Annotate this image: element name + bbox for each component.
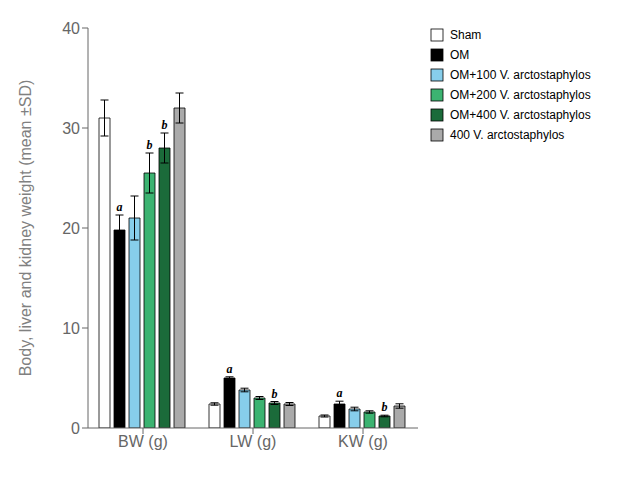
svg-text:b: b: [382, 400, 388, 414]
html-text:Sham: Sham: [450, 28, 482, 42]
svg-text:40: 40: [62, 20, 80, 37]
html-text:OM+400 V. arctostaphylos: OM+400 V. arctostaphylos: [450, 108, 591, 122]
svg-text:Body, liver and kidney weight: Body, liver and kidney weight (mean ±SD): [17, 80, 34, 377]
svg-text:a: a: [117, 200, 123, 214]
svg-text:b: b: [162, 118, 168, 132]
svg-text:KW (g): KW (g): [338, 433, 388, 450]
svg-text:0: 0: [71, 420, 80, 437]
svg-text:10: 10: [62, 320, 80, 337]
svg-text:a: a: [227, 362, 233, 376]
svg-text:20: 20: [62, 220, 80, 237]
svg-text:BW (g): BW (g): [118, 433, 168, 450]
html-text:OM+200 V. arctostaphylos: OM+200 V. arctostaphylos: [450, 88, 591, 102]
html-text:OM+100 V. arctostaphylos: OM+100 V. arctostaphylos: [450, 68, 591, 82]
svg-text:a: a: [337, 386, 343, 400]
html-text:400 V. arctostaphylos: 400 V. arctostaphylos: [450, 128, 565, 142]
svg-text:b: b: [272, 387, 278, 401]
svg-text:30: 30: [62, 120, 80, 137]
html-text:OM: OM: [450, 48, 470, 62]
svg-text:b: b: [147, 138, 153, 152]
svg-text:LW (g): LW (g): [230, 433, 277, 450]
